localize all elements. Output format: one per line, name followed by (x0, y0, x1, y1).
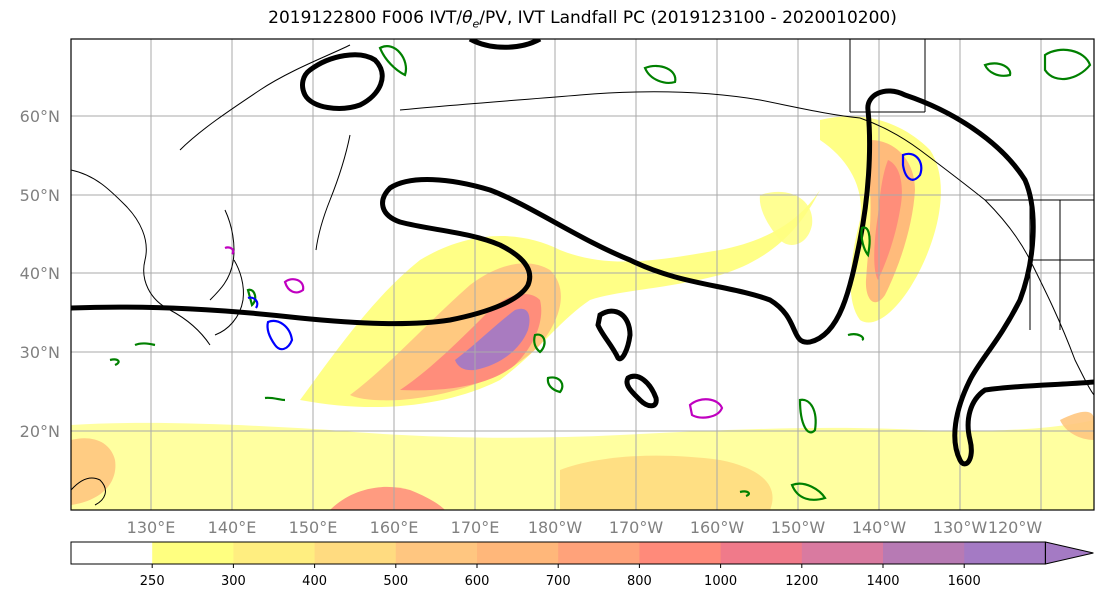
colorbar-tick-label: 400 (302, 574, 327, 589)
colorbar-tick-label: 1200 (785, 574, 818, 589)
lon-label-150w: 150°W (771, 518, 826, 537)
theta-blue-3 (247, 296, 259, 309)
lon-label-170e: 170°E (451, 518, 500, 537)
ivt-tropical-patch-3 (71, 438, 116, 505)
theta-contours (224, 152, 923, 419)
colorbar-tick-label: 1000 (704, 574, 737, 589)
colorbar-segment (71, 542, 153, 564)
pc-contour-loop-2 (468, 39, 542, 50)
coast-japan (214, 259, 244, 336)
pv-10 (246, 288, 257, 307)
coast-north-america (859, 117, 1094, 396)
pv-5 (860, 226, 871, 258)
map-frame (70, 38, 1095, 511)
ivt-tropical-patch-4 (1060, 411, 1094, 440)
pv-7 (790, 482, 827, 501)
colorbar-extend-arrow (1044, 541, 1094, 565)
colorbar-tick-label: 800 (627, 574, 652, 589)
lon-label-160e: 160°E (370, 518, 419, 537)
colorbar-segment (395, 542, 478, 564)
lon-label-120w: 120°W (988, 518, 1043, 537)
theta-magenta-2 (688, 398, 724, 419)
theta-blue-2 (266, 319, 294, 351)
coast-asia (71, 169, 211, 346)
pv-13 (109, 358, 120, 367)
colorbar-segment (801, 542, 884, 564)
pv-9 (533, 333, 546, 354)
lat-label-50: 50°N (20, 186, 60, 205)
colorbar-segment (233, 542, 316, 564)
lon-label-130e: 130°E (127, 518, 176, 537)
lon-label-140e: 140°E (208, 518, 257, 537)
ivt-plume-core (455, 308, 530, 371)
title-theta-sub: e (472, 17, 480, 31)
pv-8 (546, 376, 564, 394)
pv-contours (109, 45, 1092, 501)
ivt-tropical-patch-2 (330, 486, 445, 510)
ivt-landfall-inner (874, 160, 902, 280)
pv-3 (1043, 48, 1092, 81)
title-rest: /PV, IVT Landfall PC (2019123100 - 20200… (479, 8, 897, 28)
colorbar-segment (964, 542, 1046, 564)
pc-contour-loop-4 (624, 373, 659, 409)
lon-label-130w: 130°W (933, 518, 988, 537)
pc-contours (71, 39, 1094, 467)
pv-6 (798, 398, 817, 434)
colorbar-segment (314, 542, 397, 564)
lon-label-170w: 170°W (609, 518, 664, 537)
colorbar: 250 300 400 500 600 700 800 1000 1200 1400 1600 (70, 541, 1094, 589)
colorbar-segment (152, 542, 234, 564)
pv-14 (134, 342, 156, 347)
pv-11 (264, 396, 286, 402)
colorbar-segment (883, 542, 965, 564)
lat-labels: 60°N 50°N 40°N 30°N 20°N (20, 107, 60, 441)
colorbar-tick-label: 700 (546, 574, 571, 589)
pv-1 (378, 45, 408, 77)
lat-label-30: 30°N (20, 343, 60, 362)
lat-label-60: 60°N (20, 107, 60, 126)
pc-contour-loop-3 (595, 308, 633, 362)
ivt-shading (71, 116, 1094, 510)
lon-label-180w: 180°W (528, 518, 583, 537)
coast-sakhalin (209, 209, 235, 301)
title-theta: θ (462, 8, 473, 28)
coast-philippines (71, 477, 106, 506)
ivt-swirl (759, 191, 813, 245)
theta-magenta-1 (283, 278, 305, 294)
graticule (71, 39, 1094, 510)
lat-label-20: 20°N (20, 422, 60, 441)
pc-contour-loop-1 (300, 52, 385, 111)
pc-contour-main (71, 88, 1094, 467)
pv-12 (847, 333, 865, 341)
coastlines (71, 39, 1094, 506)
colorbar-segment (477, 542, 559, 564)
colorbar-segment (639, 542, 722, 564)
colorbar-tick-label: 500 (383, 574, 408, 589)
lon-label-150e: 150°E (289, 518, 338, 537)
colorbar-tick-label: 600 (465, 574, 490, 589)
chart-title: 2019122800 F006 IVT/θe/PV, IVT Landfall … (0, 8, 1105, 30)
pv-4 (983, 62, 1012, 77)
colorbar-tick-label: 1400 (866, 574, 899, 589)
ivt-tropical-patch-1 (560, 455, 773, 510)
coast-kamchatka (315, 134, 351, 251)
lon-labels: 130°E 140°E 150°E 160°E 170°E 180°W 170°… (127, 518, 1043, 537)
colorbar-segment (558, 542, 640, 564)
theta-magenta-3 (224, 246, 235, 255)
lat-label-40: 40°N (20, 264, 60, 283)
lon-label-140w: 140°W (852, 518, 907, 537)
pv-15 (739, 490, 750, 498)
pv-2 (643, 64, 677, 84)
title-main: 2019122800 F006 IVT/ (268, 8, 463, 28)
lon-label-160w: 160°W (690, 518, 745, 537)
colorbar-tick-label: 1600 (948, 574, 981, 589)
colorbar-tick-label: 300 (221, 574, 246, 589)
map-layer (71, 39, 1094, 510)
colorbar-tick-label: 250 (140, 574, 165, 589)
theta-blue-1 (901, 152, 923, 181)
colorbar-segment (720, 542, 803, 564)
coast-beringia (399, 91, 861, 119)
coast-siberia (179, 44, 351, 151)
